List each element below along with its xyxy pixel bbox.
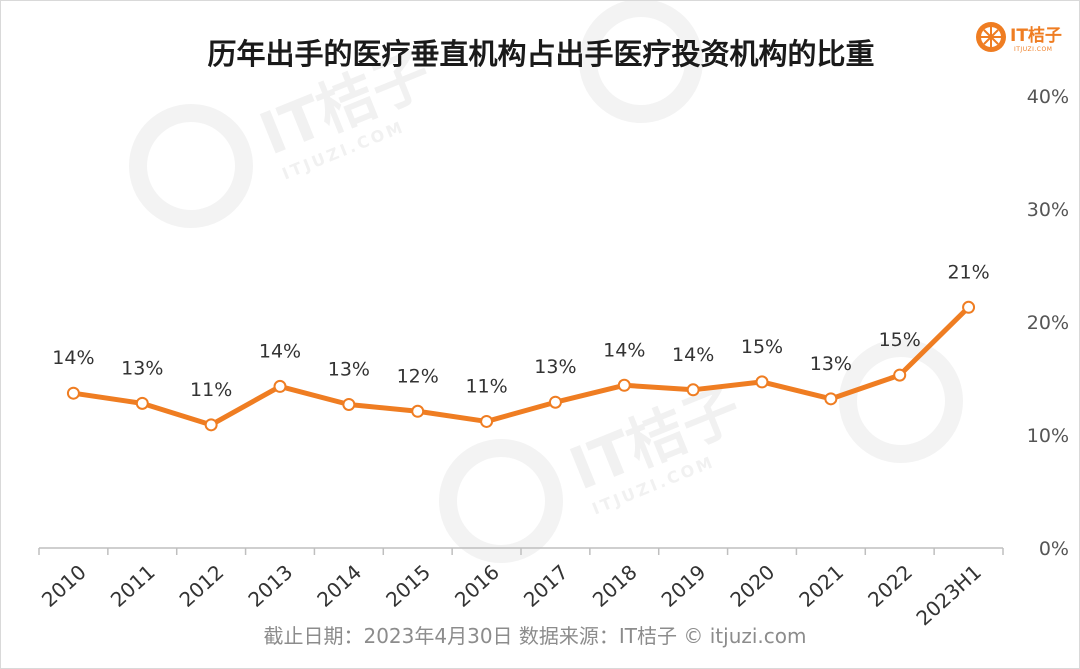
watermark <box>579 1 703 123</box>
data-point <box>617 378 631 392</box>
x-tick-label: 2013 <box>243 560 297 612</box>
data-point <box>686 383 700 397</box>
x-axis-ticks <box>38 548 1004 555</box>
data-label: 21% <box>947 261 989 283</box>
chart-title: 历年出手的医疗垂直机构占出手医疗投资机构的比重 <box>207 37 874 71</box>
data-label: 13% <box>534 356 576 378</box>
data-label: 14% <box>259 340 301 362</box>
data-point <box>342 397 356 411</box>
y-tick-label: 40% <box>1027 86 1069 108</box>
x-tick-label: 2016 <box>450 560 504 612</box>
data-label: 14% <box>603 339 645 361</box>
x-tick-label: 2017 <box>519 560 573 612</box>
y-tick-label: 20% <box>1027 312 1069 334</box>
x-tick-label: 2020 <box>725 560 779 612</box>
y-tick-label: 10% <box>1027 425 1069 447</box>
brand-name: IT桔子 <box>1010 25 1062 46</box>
y-axis-labels: 0% 10% 20% 30% 40% <box>1027 86 1069 560</box>
y-tick-label: 30% <box>1027 199 1069 221</box>
data-point <box>135 396 149 410</box>
data-point <box>480 414 494 428</box>
data-point <box>893 368 907 382</box>
data-point <box>273 379 287 393</box>
x-tick-label: 2021 <box>794 560 848 612</box>
x-tick-label: 2018 <box>588 560 642 612</box>
brand-logo: IT桔子 ITJUZI.COM <box>976 22 1062 53</box>
data-point <box>548 395 562 409</box>
x-tick-label: 2015 <box>381 560 435 612</box>
watermark <box>839 339 963 463</box>
data-label: 14% <box>672 344 714 366</box>
data-labels: 14% 13% 11% 14% 13% 12% 11% 13% 14% 14% 15% 13% 15% 2… <box>52 261 989 401</box>
data-label: 13% <box>328 358 370 380</box>
x-tick-label: 2023H1 <box>911 560 986 630</box>
y-tick-label: 0% <box>1039 538 1069 560</box>
data-label: 11% <box>465 375 507 397</box>
brand-domain: ITJUZI.COM <box>1014 46 1052 53</box>
x-tick-label: 2022 <box>863 560 917 612</box>
data-label: 12% <box>397 365 439 387</box>
watermark-layer: IT桔子 ITJUZI.COM IT桔子 ITJUZI.COM <box>129 1 963 563</box>
data-point <box>824 392 838 406</box>
data-label: 14% <box>52 347 94 369</box>
footer-source: 截止日期：2023年4月30日 数据来源：IT桔子 © itjuzi.com <box>263 624 806 648</box>
data-point <box>755 375 769 389</box>
data-point <box>66 386 80 400</box>
data-label: 15% <box>741 336 783 358</box>
data-point <box>204 418 218 432</box>
data-label: 13% <box>121 357 163 379</box>
data-label: 11% <box>190 379 232 401</box>
data-point <box>962 300 976 314</box>
series-line <box>70 304 972 428</box>
series-points <box>66 300 976 432</box>
data-label: 13% <box>810 353 852 375</box>
x-axis-labels: 2010 2011 2012 2013 2014 2015 2016 2017 2018 2019… <box>37 560 986 630</box>
x-tick-label: 2014 <box>312 560 366 612</box>
x-tick-label: 2019 <box>657 560 711 612</box>
x-tick-label: 2012 <box>175 560 229 612</box>
x-tick-label: 2011 <box>106 560 160 612</box>
data-label: 15% <box>879 329 921 351</box>
data-point <box>411 404 425 418</box>
x-tick-label: 2010 <box>37 560 91 612</box>
